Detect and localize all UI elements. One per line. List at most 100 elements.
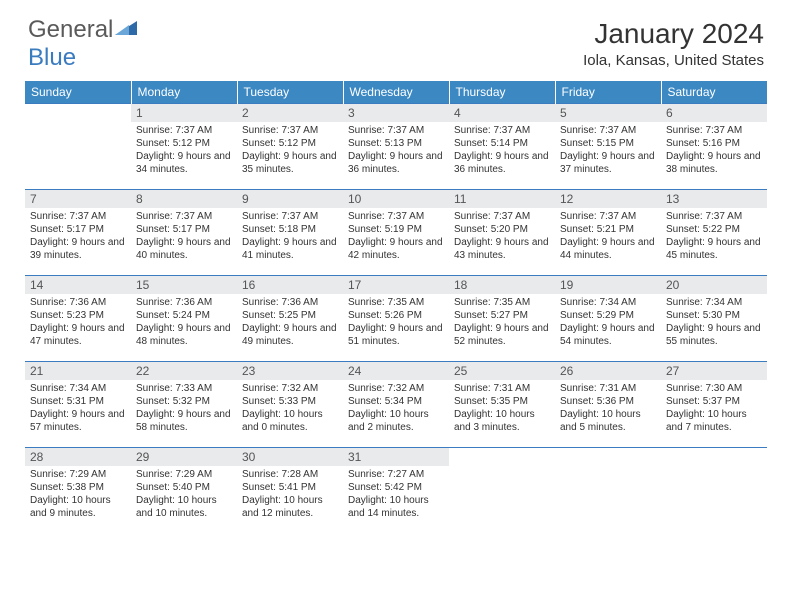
calendar-day-cell: 1Sunrise: 7:37 AMSunset: 5:12 PMDaylight… (131, 104, 237, 190)
page-header: General January 2024 Iola, Kansas, Unite… (0, 0, 792, 73)
day-number: 26 (555, 362, 661, 380)
weekday-header: Tuesday (237, 81, 343, 104)
day-details: Sunrise: 7:36 AMSunset: 5:23 PMDaylight:… (25, 294, 131, 350)
calendar-week-row: 7Sunrise: 7:37 AMSunset: 5:17 PMDaylight… (25, 190, 767, 276)
day-details: Sunrise: 7:37 AMSunset: 5:15 PMDaylight:… (555, 122, 661, 178)
day-details: Sunrise: 7:30 AMSunset: 5:37 PMDaylight:… (661, 380, 767, 436)
day-details: Sunrise: 7:29 AMSunset: 5:40 PMDaylight:… (131, 466, 237, 522)
calendar-week-row: 1Sunrise: 7:37 AMSunset: 5:12 PMDaylight… (25, 104, 767, 190)
calendar-day-cell: 15Sunrise: 7:36 AMSunset: 5:24 PMDayligh… (131, 276, 237, 362)
day-details: Sunrise: 7:27 AMSunset: 5:42 PMDaylight:… (343, 466, 449, 522)
calendar-day-cell: 3Sunrise: 7:37 AMSunset: 5:13 PMDaylight… (343, 104, 449, 190)
day-number: 29 (131, 448, 237, 466)
day-number: 21 (25, 362, 131, 380)
day-details: Sunrise: 7:37 AMSunset: 5:12 PMDaylight:… (237, 122, 343, 178)
calendar-week-row: 21Sunrise: 7:34 AMSunset: 5:31 PMDayligh… (25, 362, 767, 448)
calendar-day-cell: 6Sunrise: 7:37 AMSunset: 5:16 PMDaylight… (661, 104, 767, 190)
title-block: January 2024 Iola, Kansas, United States (583, 18, 764, 69)
location-text: Iola, Kansas, United States (583, 52, 764, 69)
weekday-header: Sunday (25, 81, 131, 104)
calendar-day-cell: 10Sunrise: 7:37 AMSunset: 5:19 PMDayligh… (343, 190, 449, 276)
day-details: Sunrise: 7:31 AMSunset: 5:35 PMDaylight:… (449, 380, 555, 436)
day-details: Sunrise: 7:35 AMSunset: 5:26 PMDaylight:… (343, 294, 449, 350)
day-details: Sunrise: 7:32 AMSunset: 5:34 PMDaylight:… (343, 380, 449, 436)
day-number: 31 (343, 448, 449, 466)
month-title: January 2024 (583, 18, 764, 50)
day-details: Sunrise: 7:29 AMSunset: 5:38 PMDaylight:… (25, 466, 131, 522)
calendar-day-cell: 8Sunrise: 7:37 AMSunset: 5:17 PMDaylight… (131, 190, 237, 276)
weekday-header: Wednesday (343, 81, 449, 104)
day-number: 20 (661, 276, 767, 294)
day-details: Sunrise: 7:36 AMSunset: 5:25 PMDaylight:… (237, 294, 343, 350)
weekday-header: Saturday (661, 81, 767, 104)
day-details: Sunrise: 7:37 AMSunset: 5:20 PMDaylight:… (449, 208, 555, 264)
day-number: 3 (343, 104, 449, 122)
calendar-day-cell: 24Sunrise: 7:32 AMSunset: 5:34 PMDayligh… (343, 362, 449, 448)
day-number: 13 (661, 190, 767, 208)
weekday-header: Thursday (449, 81, 555, 104)
day-details: Sunrise: 7:36 AMSunset: 5:24 PMDaylight:… (131, 294, 237, 350)
day-details: Sunrise: 7:33 AMSunset: 5:32 PMDaylight:… (131, 380, 237, 436)
day-details: Sunrise: 7:37 AMSunset: 5:21 PMDaylight:… (555, 208, 661, 264)
calendar-day-cell: 28Sunrise: 7:29 AMSunset: 5:38 PMDayligh… (25, 448, 131, 534)
day-number: 6 (661, 104, 767, 122)
day-number: 30 (237, 448, 343, 466)
calendar-day-cell (661, 448, 767, 534)
day-number: 9 (237, 190, 343, 208)
calendar-day-cell (25, 104, 131, 190)
logo-triangle-icon (115, 19, 137, 40)
day-number: 7 (25, 190, 131, 208)
day-details: Sunrise: 7:37 AMSunset: 5:14 PMDaylight:… (449, 122, 555, 178)
calendar-day-cell (449, 448, 555, 534)
day-number: 18 (449, 276, 555, 294)
day-details: Sunrise: 7:32 AMSunset: 5:33 PMDaylight:… (237, 380, 343, 436)
calendar-table: SundayMondayTuesdayWednesdayThursdayFrid… (25, 81, 767, 534)
day-number: 14 (25, 276, 131, 294)
day-number: 12 (555, 190, 661, 208)
calendar-week-row: 28Sunrise: 7:29 AMSunset: 5:38 PMDayligh… (25, 448, 767, 534)
day-number: 27 (661, 362, 767, 380)
calendar-day-cell: 23Sunrise: 7:32 AMSunset: 5:33 PMDayligh… (237, 362, 343, 448)
day-details: Sunrise: 7:37 AMSunset: 5:17 PMDaylight:… (131, 208, 237, 264)
calendar-day-cell: 20Sunrise: 7:34 AMSunset: 5:30 PMDayligh… (661, 276, 767, 362)
weekday-header: Friday (555, 81, 661, 104)
day-number: 1 (131, 104, 237, 122)
day-details: Sunrise: 7:31 AMSunset: 5:36 PMDaylight:… (555, 380, 661, 436)
day-details: Sunrise: 7:34 AMSunset: 5:29 PMDaylight:… (555, 294, 661, 350)
day-details: Sunrise: 7:37 AMSunset: 5:12 PMDaylight:… (131, 122, 237, 178)
calendar-day-cell: 9Sunrise: 7:37 AMSunset: 5:18 PMDaylight… (237, 190, 343, 276)
day-number: 8 (131, 190, 237, 208)
logo-text-general: General (28, 18, 113, 42)
calendar-day-cell: 12Sunrise: 7:37 AMSunset: 5:21 PMDayligh… (555, 190, 661, 276)
calendar-day-cell: 4Sunrise: 7:37 AMSunset: 5:14 PMDaylight… (449, 104, 555, 190)
calendar-day-cell: 29Sunrise: 7:29 AMSunset: 5:40 PMDayligh… (131, 448, 237, 534)
day-number: 24 (343, 362, 449, 380)
calendar-day-cell: 21Sunrise: 7:34 AMSunset: 5:31 PMDayligh… (25, 362, 131, 448)
calendar-week-row: 14Sunrise: 7:36 AMSunset: 5:23 PMDayligh… (25, 276, 767, 362)
day-number: 15 (131, 276, 237, 294)
calendar-head: SundayMondayTuesdayWednesdayThursdayFrid… (25, 81, 767, 104)
weekday-header: Monday (131, 81, 237, 104)
day-number: 11 (449, 190, 555, 208)
calendar-day-cell (555, 448, 661, 534)
calendar-day-cell: 27Sunrise: 7:30 AMSunset: 5:37 PMDayligh… (661, 362, 767, 448)
day-details: Sunrise: 7:28 AMSunset: 5:41 PMDaylight:… (237, 466, 343, 522)
calendar-day-cell: 18Sunrise: 7:35 AMSunset: 5:27 PMDayligh… (449, 276, 555, 362)
day-details: Sunrise: 7:37 AMSunset: 5:22 PMDaylight:… (661, 208, 767, 264)
logo: General (28, 18, 137, 42)
day-details: Sunrise: 7:34 AMSunset: 5:31 PMDaylight:… (25, 380, 131, 436)
day-number: 25 (449, 362, 555, 380)
calendar-day-cell: 16Sunrise: 7:36 AMSunset: 5:25 PMDayligh… (237, 276, 343, 362)
calendar-day-cell: 13Sunrise: 7:37 AMSunset: 5:22 PMDayligh… (661, 190, 767, 276)
calendar-day-cell: 30Sunrise: 7:28 AMSunset: 5:41 PMDayligh… (237, 448, 343, 534)
logo-text-blue: Blue (28, 44, 76, 71)
calendar-day-cell: 17Sunrise: 7:35 AMSunset: 5:26 PMDayligh… (343, 276, 449, 362)
calendar-day-cell: 19Sunrise: 7:34 AMSunset: 5:29 PMDayligh… (555, 276, 661, 362)
day-details: Sunrise: 7:37 AMSunset: 5:19 PMDaylight:… (343, 208, 449, 264)
calendar-day-cell: 2Sunrise: 7:37 AMSunset: 5:12 PMDaylight… (237, 104, 343, 190)
calendar-day-cell: 14Sunrise: 7:36 AMSunset: 5:23 PMDayligh… (25, 276, 131, 362)
day-number: 22 (131, 362, 237, 380)
day-number: 17 (343, 276, 449, 294)
calendar-day-cell: 7Sunrise: 7:37 AMSunset: 5:17 PMDaylight… (25, 190, 131, 276)
day-details: Sunrise: 7:37 AMSunset: 5:13 PMDaylight:… (343, 122, 449, 178)
